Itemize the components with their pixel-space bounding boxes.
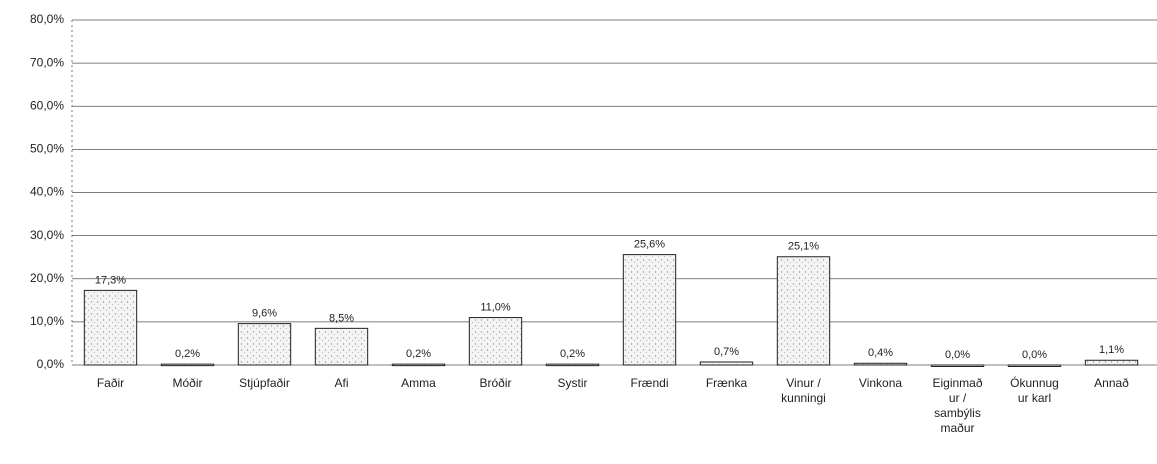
x-tick-label: Faðir [97, 376, 124, 390]
x-tick-label: Annað [1094, 376, 1129, 390]
bar [622, 254, 677, 366]
y-tick-label: 0,0% [37, 357, 65, 371]
y-tick-label: 50,0% [30, 142, 64, 156]
bar [391, 363, 446, 367]
bar [314, 327, 369, 366]
value-label: 0,2% [560, 348, 585, 360]
value-label: 25,1% [788, 241, 819, 253]
value-label: 25,6% [634, 239, 665, 251]
bar [853, 362, 908, 366]
value-label: 0,0% [945, 349, 970, 361]
bar [699, 361, 754, 366]
x-tick-label: Eiginmað ur / sambýlis maður [932, 376, 982, 435]
x-tick-label: Bróðir [479, 376, 511, 390]
bar [1007, 364, 1062, 367]
bar [1084, 359, 1139, 366]
bar [468, 317, 523, 366]
value-label: 9,6% [252, 308, 277, 320]
x-tick-label: Ókunnug ur karl [1010, 375, 1059, 405]
x-tick-label: Amma [401, 376, 436, 390]
value-label: 1,1% [1099, 344, 1124, 356]
value-label: 17,3% [95, 274, 126, 286]
y-tick-label: 20,0% [30, 271, 64, 285]
x-tick-label: Frænka [706, 376, 748, 390]
x-tick-label: Systir [558, 376, 588, 390]
bar [160, 363, 215, 367]
y-tick-label: 80,0% [30, 12, 64, 26]
y-tick-label: 70,0% [30, 55, 64, 69]
y-tick-label: 60,0% [30, 98, 64, 112]
bar [545, 363, 600, 367]
value-label: 8,5% [329, 312, 354, 324]
bar [776, 256, 831, 366]
value-label: 0,7% [714, 346, 739, 358]
x-tick-label: Vinkona [859, 376, 902, 390]
y-tick-label: 30,0% [30, 228, 64, 242]
value-label: 0,2% [406, 348, 431, 360]
x-tick-label: Stjúpfaðir [239, 376, 290, 390]
bar [237, 323, 292, 366]
x-tick-label: Móðir [172, 376, 202, 390]
x-tick-label: Afi [334, 376, 348, 390]
y-tick-label: 40,0% [30, 185, 64, 199]
bar [83, 289, 138, 366]
value-label: 11,0% [480, 301, 511, 313]
value-label: 0,2% [175, 348, 200, 360]
y-tick-label: 10,0% [30, 314, 64, 328]
x-tick-label: Vinur / kunningi [781, 376, 826, 405]
value-label: 0,4% [868, 347, 893, 359]
value-label: 0,0% [1022, 349, 1047, 361]
x-tick-label: Frændi [630, 376, 668, 390]
bar [930, 364, 985, 367]
